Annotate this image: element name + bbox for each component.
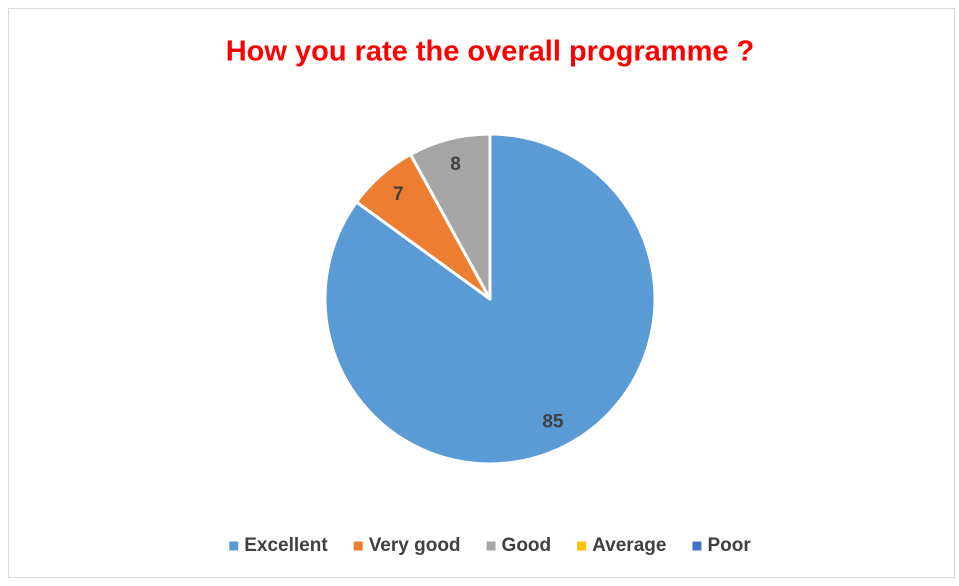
pie-slice [409,132,492,301]
data-label: 85 [542,412,564,433]
legend-swatch [577,541,587,551]
legend-label: Poor [707,535,751,556]
data-label: 8 [450,154,461,175]
legend-swatch [486,541,496,551]
legend-label: Good [502,535,552,556]
legend-swatch [229,541,239,551]
legend-label: Average [592,535,666,556]
chart-title: How you rate the overall programme ? [226,36,755,68]
legend-swatch [692,541,702,551]
legend-label: Excellent [244,535,328,556]
legend-label: Very good [369,535,461,556]
legend-swatch [353,541,363,551]
data-label: 7 [393,184,404,205]
